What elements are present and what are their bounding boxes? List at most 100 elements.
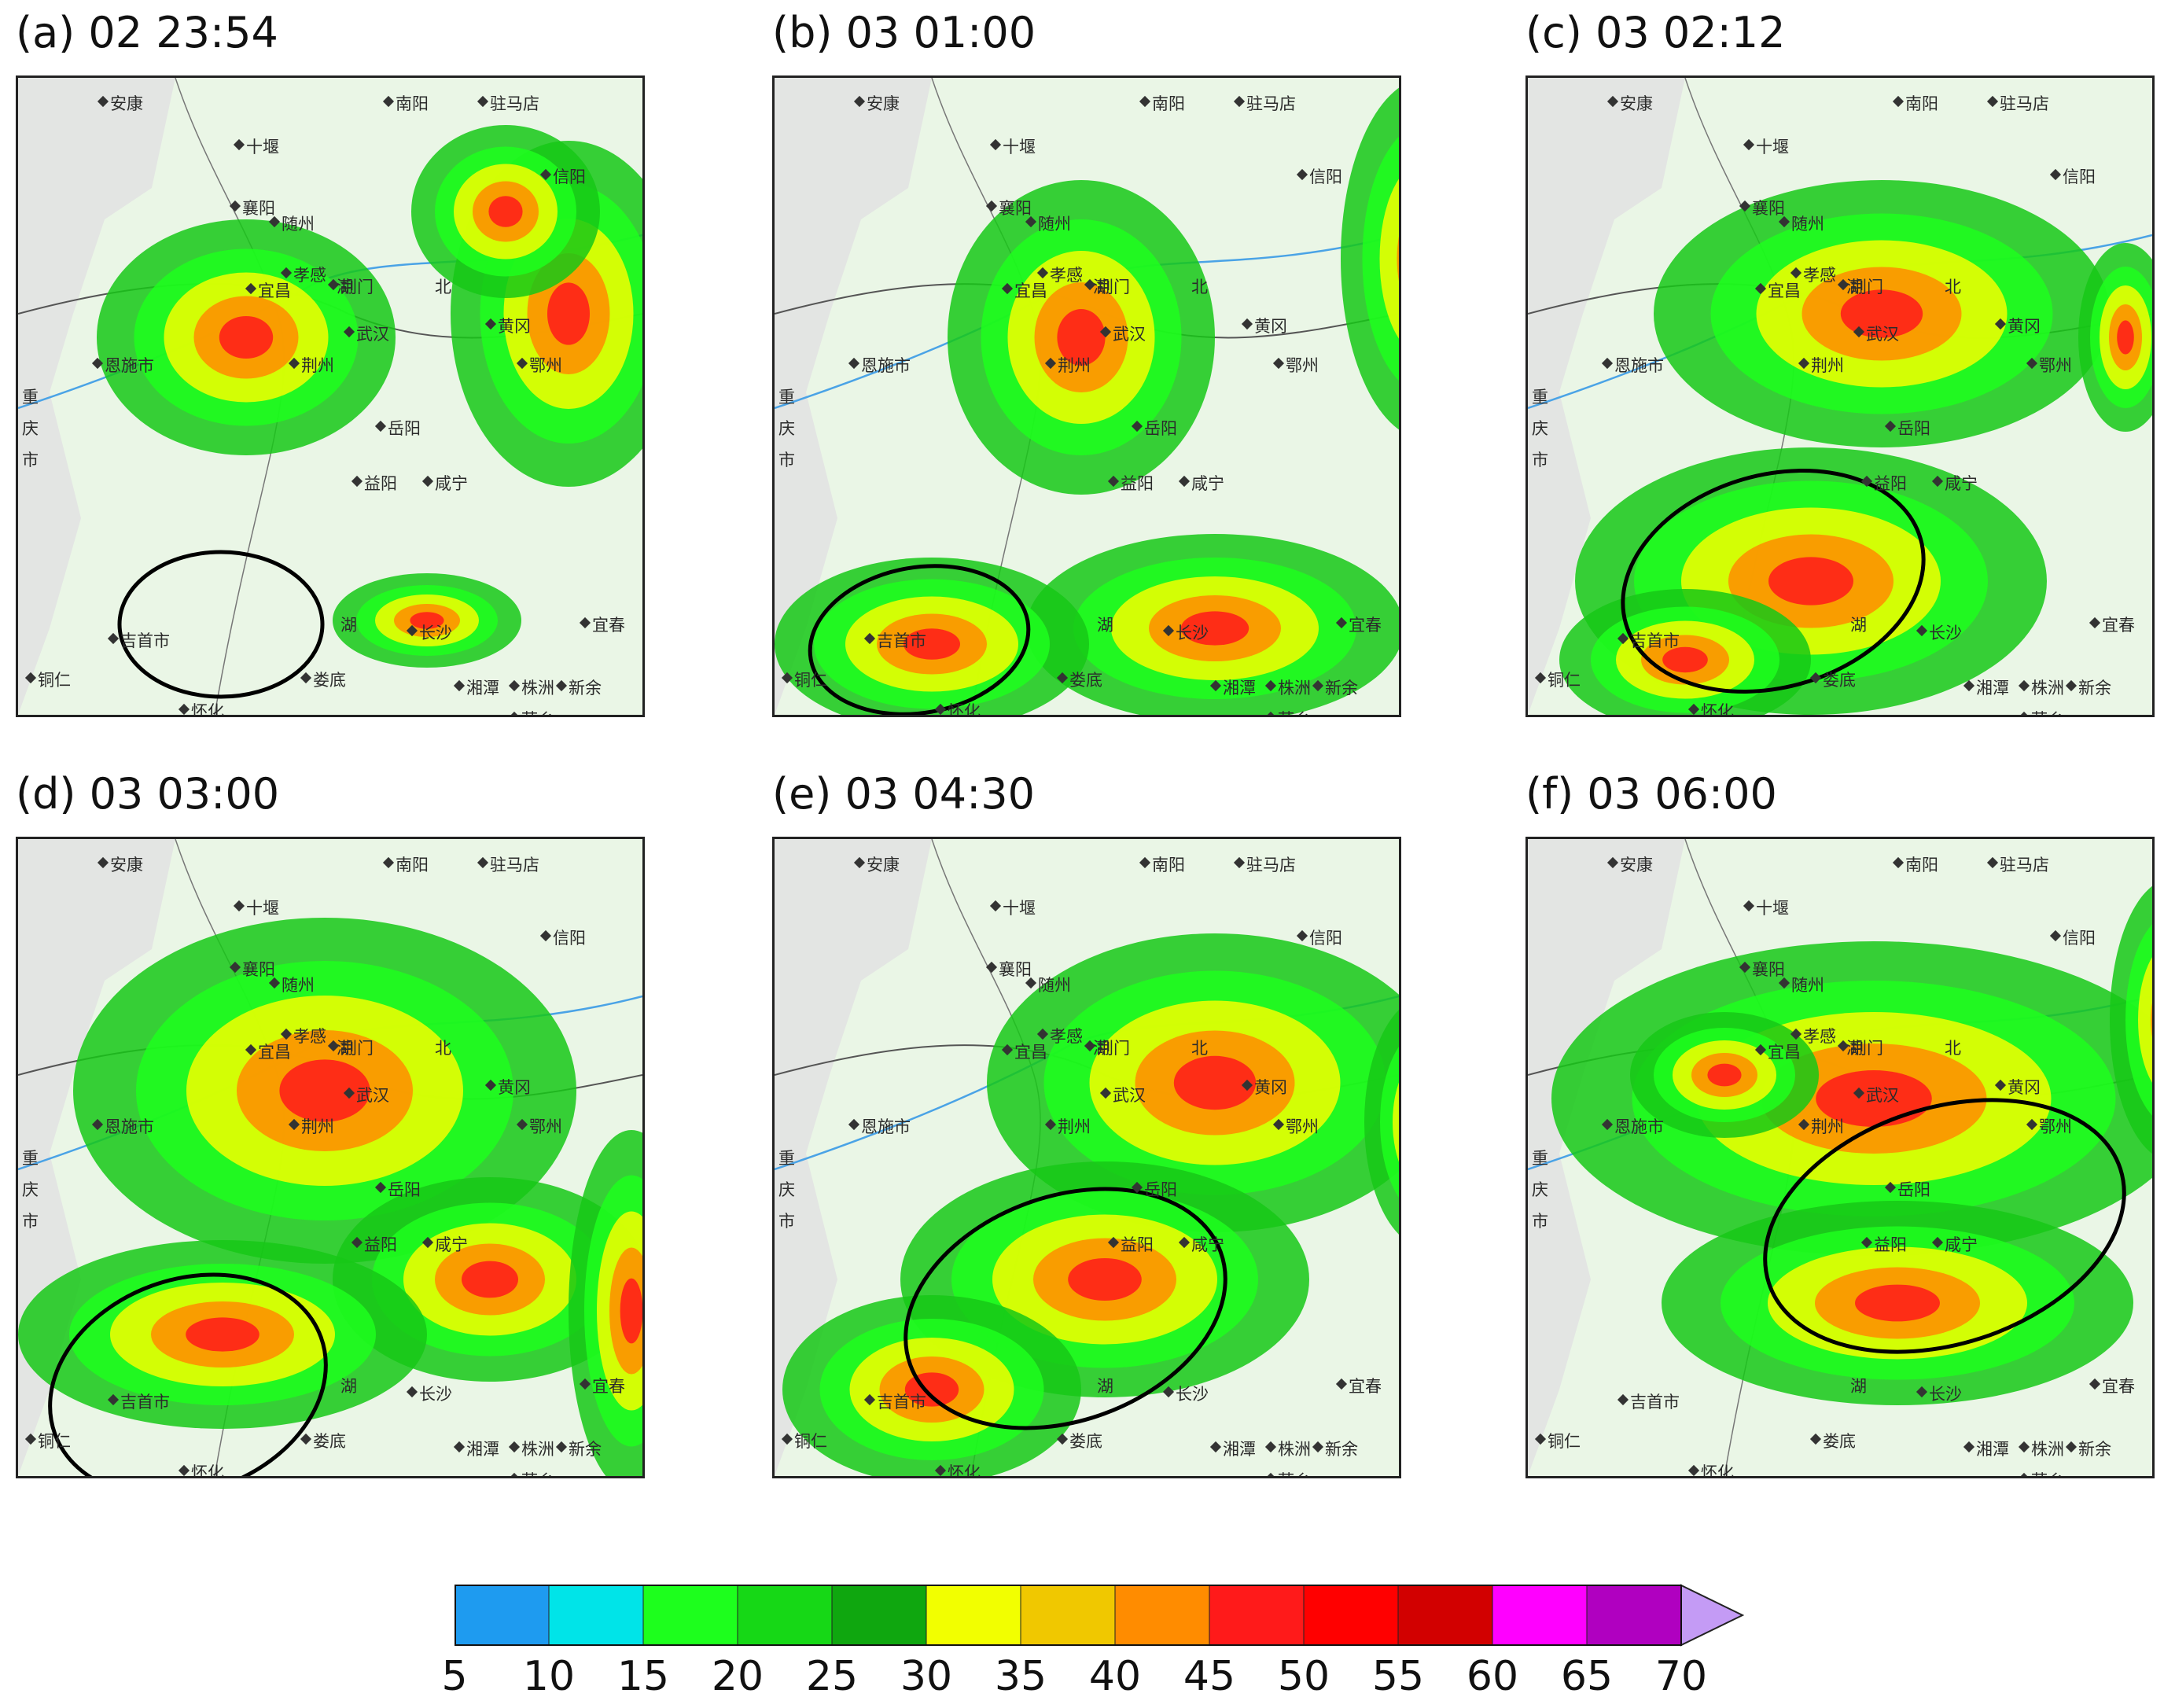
city-label: 鄂州	[529, 1117, 562, 1136]
city-label: 荆门	[340, 278, 374, 296]
city-label: 随州	[282, 976, 315, 995]
mountain-shading	[1528, 78, 1685, 715]
city-label: 湖	[1093, 1039, 1110, 1058]
city-label: 新余	[2078, 1440, 2111, 1459]
city-label: 咸宁	[435, 474, 468, 493]
radar-echo	[1707, 1063, 1742, 1087]
colorbar-tick-label: 65	[1560, 1653, 1614, 1700]
city-label: 宜昌	[1768, 282, 1801, 300]
highlight-ellipse	[117, 550, 325, 699]
highlight-ellipse	[904, 1187, 1227, 1430]
city-label: 十堰	[246, 899, 279, 918]
city-label: 怀化	[1701, 1463, 1734, 1478]
city-label: 宜昌	[1014, 1043, 1047, 1062]
city-label: 武汉	[1113, 1086, 1146, 1105]
city-label: 娄底	[1069, 1432, 1102, 1451]
city-label: 鄂州	[2039, 356, 2072, 375]
city-label: 湖	[337, 278, 353, 296]
city-label: 随州	[1038, 976, 1071, 995]
city-label: 湘潭	[466, 1440, 499, 1459]
city-label: 随州	[1791, 976, 1824, 995]
city-label: 长沙	[419, 1385, 452, 1404]
city-label: 荆州	[301, 1117, 334, 1136]
city-label: 恩施市	[1614, 356, 1664, 375]
colorbar-segment	[1586, 1585, 1682, 1646]
colorbar-tick-label: 30	[900, 1653, 953, 1700]
city-label: 驻马店	[1246, 94, 1296, 113]
city-label: 娄底	[1823, 671, 1856, 690]
colorbar-segment	[1492, 1585, 1588, 1646]
city-label: 重	[1532, 1149, 1548, 1168]
radar-echo	[2138, 957, 2152, 1083]
city-label: 恩施市	[861, 1117, 911, 1136]
radar-map-panel: 安康 南阳 驻马店 十堰 信阳 襄阳 随州 孝感 荆门北湖宜昌 武汉 黄冈 恩施市 荆州 鄂州 岳阳 咸宁 益阳…	[772, 837, 1401, 1478]
city-label: 市	[778, 451, 795, 469]
city-label: 怀化	[191, 1463, 224, 1478]
city-label: 铜仁	[1548, 1432, 1581, 1451]
city-label: 宜昌	[1768, 1043, 1801, 1062]
city-label: 长沙	[1176, 1385, 1209, 1404]
city-label: 岳阳	[1897, 1180, 1930, 1199]
city-label: 随州	[282, 215, 315, 234]
city-label: 孝感	[293, 266, 326, 285]
city-label: 萍乡	[2031, 707, 2064, 715]
city-label: 安康	[1620, 94, 1653, 113]
city-label: 安康	[867, 94, 900, 113]
city-label: 萍乡	[521, 707, 554, 715]
radar-map-panel: 安康 南阳 驻马店 十堰 信阳 襄阳 随州 孝感 荆门北湖宜昌 武汉 黄冈 恩施市 荆州 鄂州 岳阳 咸宁 益阳…	[1525, 75, 2155, 717]
city-label: 市	[1532, 1212, 1548, 1231]
city-label: 湘潭	[1223, 679, 1256, 698]
city-label: 北	[435, 1039, 451, 1058]
city-label: 宜昌	[258, 1043, 291, 1062]
radar-map-panel: 安康 南阳 驻马店 十堰 信阳 襄阳 随州 孝感 荆门北湖宜昌 武汉 黄冈 恩施市 荆州 鄂州 岳阳 咸宁 益阳…	[772, 75, 1401, 717]
city-label: 咸宁	[1191, 1235, 1224, 1254]
city-label: 重	[778, 1149, 795, 1168]
radar-echo	[1380, 1047, 1399, 1198]
radar-map-panel: 安康 南阳 驻马店 十堰 信阳 襄阳 随州 孝感 荆门北湖宜昌 武汉 黄冈 恩施市 荆州 鄂州 岳阳 咸宁 益阳…	[16, 837, 645, 1478]
city-label: 株洲	[2031, 679, 2064, 698]
city-label: 荆门	[1097, 1039, 1130, 1058]
radar-echo	[488, 196, 523, 227]
city-label: 怀化	[948, 1463, 981, 1478]
city-label: 黄冈	[1254, 1078, 1287, 1097]
city-label: 十堰	[1756, 138, 1789, 156]
city-label: 湖	[1850, 1377, 1867, 1396]
city-label: 重	[22, 388, 39, 407]
city-label: 湘潭	[466, 679, 499, 698]
city-label: 恩施市	[1614, 1117, 1664, 1136]
city-label: 岳阳	[1144, 419, 1177, 438]
city-label: 宜春	[592, 616, 625, 635]
city-label: 新余	[1325, 1440, 1358, 1459]
radar-echo	[2151, 1001, 2152, 1039]
city-label: 鄂州	[529, 356, 562, 375]
radar-echo	[1662, 646, 1708, 673]
city-label: 市	[778, 1212, 795, 1231]
city-label: 吉首市	[1630, 1393, 1680, 1412]
city-label: 黄冈	[2008, 1078, 2041, 1097]
panel-title: (e) 03 04:30	[772, 769, 1036, 819]
city-label: 市	[22, 451, 39, 469]
radar-echo	[1816, 1070, 1932, 1127]
city-label: 铜仁	[38, 671, 71, 690]
city-label: 黄冈	[1254, 317, 1287, 336]
city-label: 宜昌	[258, 282, 291, 300]
city-label: 宜春	[1349, 1377, 1382, 1396]
city-label: 南阳	[396, 856, 429, 874]
radar-echo	[1180, 611, 1249, 646]
colorbar-tick-label: 45	[1183, 1653, 1236, 1700]
city-label: 随州	[1791, 215, 1824, 234]
city-label: 咸宁	[1191, 474, 1224, 493]
city-label: 株洲	[2031, 1440, 2064, 1459]
panel-title: (f) 03 06:00	[1525, 769, 1777, 819]
city-label: 信阳	[2063, 929, 2096, 948]
city-label: 黄冈	[2008, 317, 2041, 336]
city-label: 鄂州	[1286, 1117, 1319, 1136]
radar-map-panel: 安康 南阳 驻马店 十堰 信阳 襄阳 随州 孝感 荆门北湖宜昌 武汉 黄冈 恩施市 荆州 鄂州 岳阳 咸宁 益阳…	[16, 75, 645, 717]
city-label: 襄阳	[999, 199, 1032, 218]
colorbar-tick-label: 15	[616, 1653, 670, 1700]
city-label: 庆	[1532, 419, 1548, 438]
city-label: 湖	[340, 616, 357, 635]
city-label: 益阳	[1874, 1235, 1907, 1254]
city-label: 吉首市	[877, 1393, 926, 1412]
city-label: 黄冈	[498, 1078, 531, 1097]
